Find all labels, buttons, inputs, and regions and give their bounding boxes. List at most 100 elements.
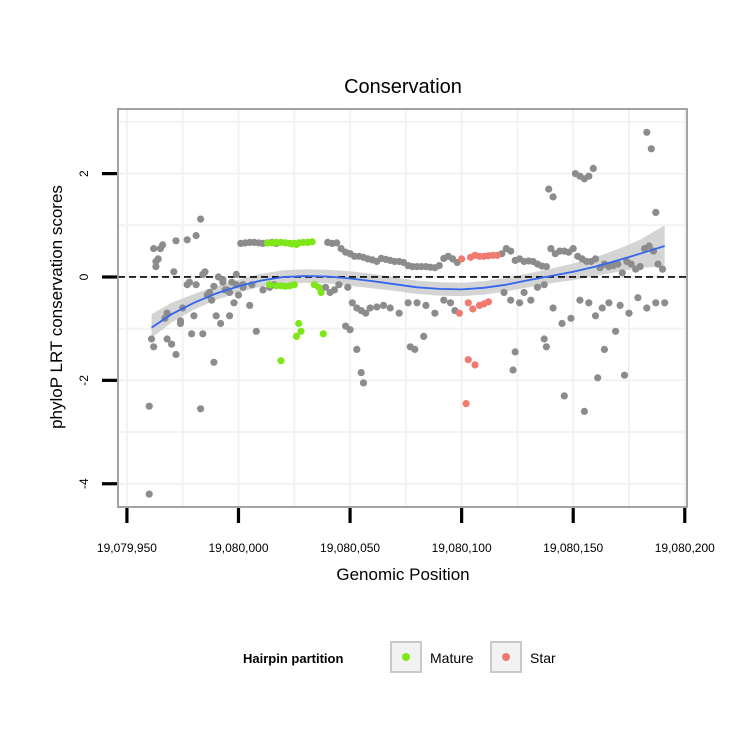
point-star <box>464 356 472 364</box>
point-other <box>152 263 160 271</box>
point-other <box>210 358 218 366</box>
point-other <box>362 309 370 317</box>
point-other <box>205 288 214 297</box>
chart-title: Conservation <box>344 76 462 98</box>
y-tick-label: -2 <box>77 375 91 386</box>
point-other <box>217 319 225 328</box>
point-star <box>464 299 472 307</box>
point-mature <box>297 327 305 335</box>
point-mature <box>292 332 301 340</box>
legend: Hairpin partition Mature Star <box>243 641 556 673</box>
point-other <box>170 268 178 276</box>
point-other <box>618 269 626 277</box>
point-other <box>197 405 205 413</box>
point-other <box>321 283 330 291</box>
point-other <box>150 343 158 351</box>
point-other <box>435 262 443 270</box>
point-star <box>455 309 463 317</box>
point-other <box>545 185 553 193</box>
point-other <box>212 312 220 320</box>
point-mature <box>317 288 325 297</box>
point-other <box>183 281 191 289</box>
point-other <box>230 299 238 307</box>
legend-dot-mature <box>402 653 410 661</box>
point-other <box>661 299 669 307</box>
point-other <box>540 281 548 289</box>
point-star <box>484 298 492 306</box>
point-other <box>540 335 548 343</box>
y-tick-label: 2 <box>77 170 91 177</box>
point-other <box>330 286 338 294</box>
point-star <box>471 361 479 369</box>
point-other <box>188 330 196 338</box>
point-other <box>199 330 207 338</box>
y-tick-label: -4 <box>77 478 91 489</box>
point-other <box>199 270 207 278</box>
point-other <box>567 314 575 322</box>
point-other <box>145 490 153 498</box>
point-other <box>156 245 164 253</box>
point-other <box>176 319 185 328</box>
x-axis: 19,079,950 19,080,000 19,080,050 19,080,100… <box>97 508 715 555</box>
point-other <box>208 296 216 304</box>
point-mature <box>295 319 303 328</box>
point-other <box>226 312 234 320</box>
point-star <box>462 400 470 408</box>
point-other <box>591 255 600 263</box>
point-other <box>500 288 508 297</box>
point-other <box>645 242 653 250</box>
point-other <box>431 309 439 317</box>
point-other <box>234 291 243 299</box>
point-other <box>357 369 365 377</box>
point-other <box>183 236 191 244</box>
x-tick-label: 19,079,950 <box>97 541 157 555</box>
point-other <box>386 304 394 312</box>
point-other <box>527 296 535 304</box>
point-star <box>458 255 466 263</box>
point-other <box>150 245 158 253</box>
point-other <box>147 335 156 343</box>
point-other <box>634 294 642 302</box>
point-other <box>625 309 633 317</box>
point-other <box>549 193 557 201</box>
point-other <box>594 374 602 382</box>
point-other <box>542 263 551 271</box>
point-other <box>152 257 160 266</box>
point-other <box>542 343 551 351</box>
point-other <box>507 247 515 255</box>
point-other <box>373 303 381 311</box>
point-other <box>379 301 388 309</box>
point-other <box>605 299 613 307</box>
y-tick-label: 0 <box>77 273 91 280</box>
point-other <box>395 309 403 317</box>
point-other <box>652 208 660 216</box>
point-mature <box>277 357 285 365</box>
point-mature <box>319 330 327 338</box>
confidence-band <box>151 225 665 338</box>
point-other <box>516 299 524 307</box>
point-other <box>591 312 600 320</box>
point-mature <box>308 238 316 246</box>
point-other <box>333 239 341 247</box>
point-other <box>145 402 153 410</box>
point-other <box>558 319 566 328</box>
point-other <box>643 304 651 312</box>
point-other <box>366 304 374 312</box>
smooth-trend-line <box>151 245 665 329</box>
smooth-line-path <box>151 245 665 329</box>
point-other <box>172 350 180 359</box>
point-other <box>627 260 635 268</box>
point-other <box>585 299 593 307</box>
point-star <box>493 251 501 259</box>
x-tick-label: 19,080,200 <box>655 541 715 555</box>
point-other <box>359 379 368 387</box>
point-other <box>219 278 227 286</box>
point-other <box>620 371 629 379</box>
point-other <box>580 407 589 415</box>
point-other <box>547 245 555 253</box>
point-other <box>614 260 622 268</box>
legend-label-star: Star <box>530 650 556 666</box>
point-other <box>533 283 542 291</box>
point-other <box>636 263 644 271</box>
